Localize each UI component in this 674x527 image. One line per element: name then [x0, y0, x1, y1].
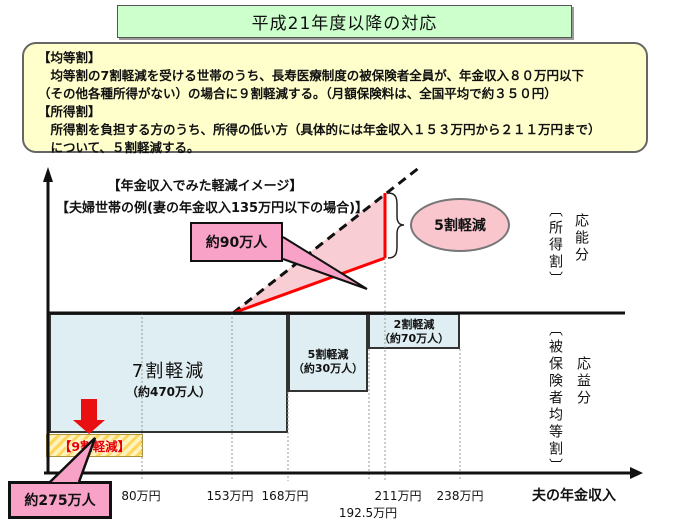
region-70pct-people: （約470万人）: [125, 385, 212, 399]
x-tick-80: 80万円: [121, 489, 161, 503]
y-axis-arrow-icon: [43, 167, 53, 182]
region-20pct-people: （約70万人）: [378, 332, 450, 345]
notice-line: （その他各種所得がない）の場合に９割軽減する。（月額保険料は、全国平均で約３５０…: [38, 86, 557, 101]
page-title-box: 平成21年度以降の対応: [117, 5, 572, 38]
region-70pct-label: 7割軽減: [131, 361, 206, 382]
x-tick-211: 211万円: [374, 489, 422, 503]
label-hihokensha-kintouwari: 〔被保険者均等割〕: [547, 322, 563, 475]
notice-line: 均等割の7割軽減を受ける世帯のうち、長寿医療制度の被保険者全員が、年金収入８０万…: [38, 68, 584, 83]
x-axis-arrow-icon: [630, 467, 643, 479]
bubble-50pct-label: 5割軽減: [434, 218, 486, 234]
brace-icon: [387, 192, 405, 259]
region-50pct-label: 5割軽減: [307, 348, 349, 361]
label-ohnoubun: 応能分: [573, 213, 589, 264]
callout-275man-label: 約275万人: [24, 493, 96, 509]
notice-box: 【均等割】 均等割の7割軽減を受ける世帯のうち、長寿医療制度の被保険者全員が、年…: [22, 42, 648, 155]
reduced-premium-red-line: [232, 256, 386, 315]
notice-line: について、５割軽減する。: [38, 140, 200, 155]
notice-line: 【所得割】: [38, 104, 101, 119]
callout-90man-tail: [282, 236, 368, 290]
x-tick-192-5: 192.5万円: [338, 506, 398, 520]
page-title: 平成21年度以降の対応: [251, 14, 438, 34]
callout-275man: 約275万人: [8, 481, 112, 519]
x-tick-153: 153万円: [206, 489, 254, 503]
region-20pct-label: 2割軽減: [393, 318, 435, 331]
region-90pct-reduction: 【9割軽減】: [46, 434, 143, 457]
region-50pct-reduction: 5割軽減 （約30万人）: [288, 313, 368, 392]
notice-line: 所得割を負担する方のうち、所得の低い方（具体的には年金収入１５３万円から２１１万…: [38, 122, 601, 137]
chart-title: 【年金収入でみた軽減イメージ】: [107, 179, 303, 194]
callout-90man-label: 約90万人: [205, 235, 268, 251]
label-shotokuwari: 〔所得割〕: [547, 203, 563, 288]
x-axis-title: 夫の年金収入: [532, 488, 616, 504]
x-tick-238: 238万円: [436, 489, 484, 503]
bubble-50pct-reduction: 5割軽減: [410, 198, 510, 252]
callout-90man: 約90万人: [190, 222, 283, 262]
chart-subtitle: 【夫婦世帯の例(妻の年金収入135万円以下の場合)】: [56, 201, 369, 216]
region-70pct-reduction: 7割軽減 （約470万人）: [49, 313, 288, 433]
region-20pct-reduction: 2割軽減 （約70万人）: [368, 313, 460, 349]
notice-line: 【均等割】: [38, 50, 101, 65]
x-tick-168: 168万円: [261, 489, 309, 503]
label-ouekibun: 応益分: [575, 356, 591, 407]
region-50pct-people: （約30万人）: [292, 362, 364, 375]
region-90pct-label: 【9割軽減】: [58, 439, 131, 454]
